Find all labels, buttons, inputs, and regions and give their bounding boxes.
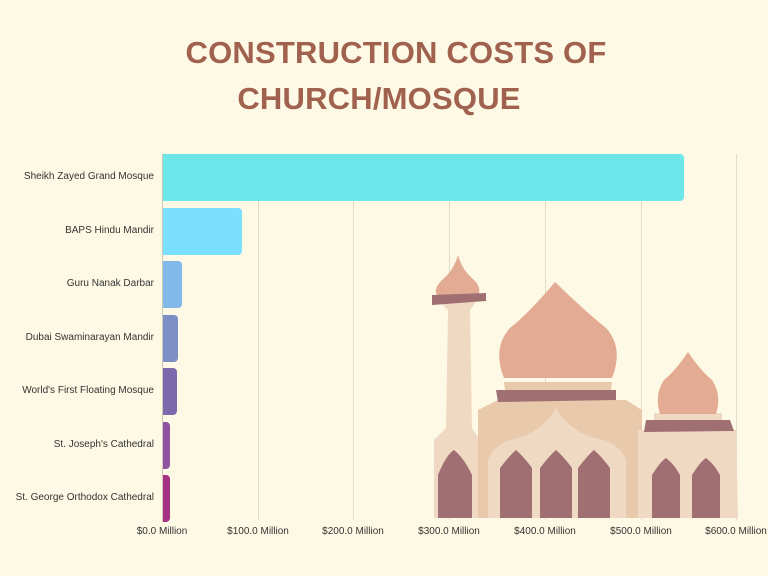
bar-dubai-swaminarayan-mandir[interactable] bbox=[163, 315, 179, 362]
category-label: St. Joseph's Cathedral bbox=[53, 439, 154, 450]
x-tick-label: $400.0 Million bbox=[514, 526, 576, 537]
gridline-100 bbox=[258, 154, 259, 520]
category-label: BAPS Hindu Mandir bbox=[65, 225, 154, 236]
x-tick-label: $600.0 Million bbox=[705, 526, 767, 537]
bar-st-josephs-cathedral[interactable] bbox=[163, 422, 170, 469]
category-label: Dubai Swaminarayan Mandir bbox=[25, 332, 154, 343]
bar-sheikh-zayed-grand-mosque[interactable]: #6ce6e8 bbox=[163, 154, 685, 201]
chart-title: CONSTRUCTION COSTS OF CHURCH/MOSQUE bbox=[0, 30, 768, 122]
x-tick-label: $100.0 Million bbox=[227, 526, 289, 537]
x-tick-label: $500.0 Million bbox=[610, 526, 672, 537]
bar-guru-nanak-darbar[interactable] bbox=[163, 261, 183, 308]
category-label: Sheikh Zayed Grand Mosque bbox=[23, 171, 154, 182]
category-label: World's First Floating Mosque bbox=[22, 385, 154, 396]
y-axis-line bbox=[162, 154, 163, 522]
gridline-200 bbox=[353, 154, 354, 520]
chart-title-line-1: CONSTRUCTION COSTS OF bbox=[185, 35, 607, 70]
x-tick-label: $0.0 Million bbox=[136, 526, 188, 537]
x-tick-label: $300.0 Million bbox=[418, 526, 480, 537]
bar-baps-hindu-mandir[interactable] bbox=[163, 208, 243, 255]
category-label: St. George Orthodox Cathedral bbox=[15, 492, 154, 503]
category-label: Guru Nanak Darbar bbox=[66, 278, 154, 289]
x-tick-label: $200.0 Million bbox=[322, 526, 384, 537]
bar-st-george-orthodox-cathedral[interactable] bbox=[163, 475, 170, 522]
bar-worlds-first-floating-mosque[interactable] bbox=[163, 368, 178, 415]
gridline-600 bbox=[736, 154, 737, 520]
chart-title-line-2: CHURCH/MOSQUE bbox=[237, 81, 521, 116]
mosque-illustration-icon bbox=[432, 255, 738, 518]
gridline-500 bbox=[641, 154, 642, 520]
